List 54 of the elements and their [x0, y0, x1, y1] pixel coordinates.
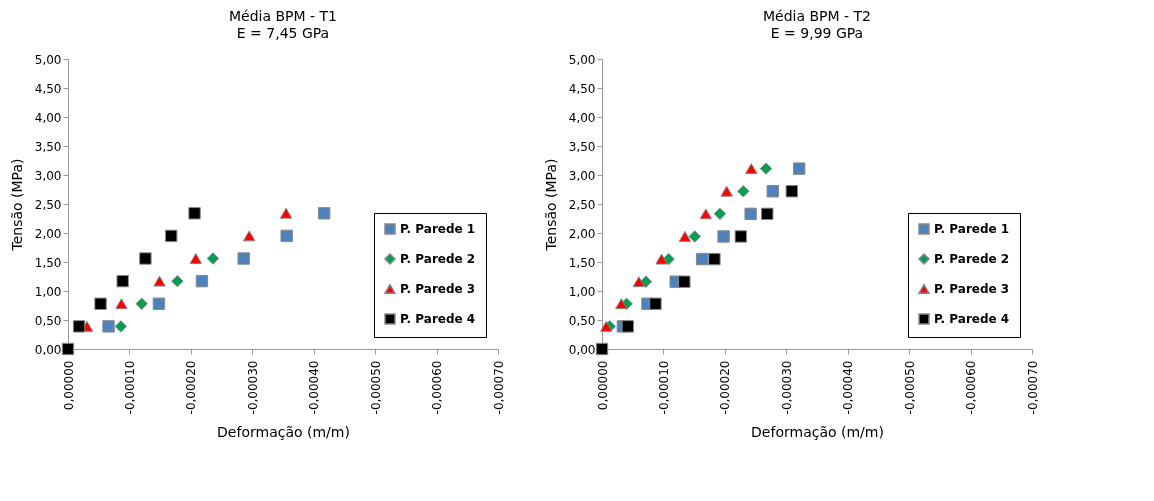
y-tick-label: 4,50	[34, 81, 62, 96]
x-tick-label: -0,00070	[1025, 360, 1040, 415]
x-axis-title: Deformação (m/m)	[217, 424, 350, 441]
y-tick-label: 2,00	[568, 226, 596, 241]
y-tick-label: 4,00	[34, 110, 62, 125]
x-tick-label: -0,00030	[779, 360, 794, 415]
legend-label: P. Parede 3	[934, 282, 1010, 296]
x-tick-label: -0,00020	[718, 360, 733, 415]
y-axis-title: Tensão (MPa)	[542, 158, 559, 252]
y-tick-label: 3,50	[34, 139, 62, 154]
y-tick-label: 0,00	[568, 342, 596, 357]
x-tick-label: -0,00040	[841, 360, 856, 415]
chart-subtitle: E = 7,45 GPa	[236, 25, 330, 41]
legend-label: P. Parede 2	[400, 252, 476, 266]
chart-subtitle: E = 9,99 GPa	[770, 25, 864, 41]
chart-title: Média BPM - T2	[762, 8, 872, 24]
x-tick-label: -0,00050	[368, 360, 383, 415]
y-tick-label: 3,00	[568, 168, 596, 183]
x-axis-title: Deformação (m/m)	[751, 424, 884, 441]
x-tick-label: 0,00000	[61, 360, 76, 411]
x-tick-label: -0,00060	[964, 360, 979, 415]
legend-label: P. Parede 4	[400, 312, 476, 326]
y-tick-label: 2,50	[34, 197, 62, 212]
y-tick-label: 4,50	[568, 81, 596, 96]
x-tick-label: -0,00020	[184, 360, 199, 415]
x-tick-label: -0,00050	[902, 360, 917, 415]
y-tick-label: 3,00	[34, 168, 62, 183]
x-tick-label: -0,00010	[656, 360, 671, 415]
y-tick-label: 5,00	[568, 52, 596, 67]
x-tick-label: -0,00010	[122, 360, 137, 415]
legend-label: P. Parede 4	[934, 312, 1010, 326]
y-tick-label: 1,50	[568, 255, 596, 270]
y-tick-label: 1,00	[34, 284, 62, 299]
y-tick-label: 1,00	[568, 284, 596, 299]
y-tick-label: 0,00	[34, 342, 62, 357]
legend-label: P. Parede 2	[934, 252, 1010, 266]
y-tick-label: 3,50	[568, 139, 596, 154]
y-tick-label: 2,50	[568, 197, 596, 212]
chart-title: Média BPM - T1	[228, 8, 338, 24]
y-tick-label: 2,00	[34, 226, 62, 241]
y-tick-label: 4,00	[568, 110, 596, 125]
y-tick-label: 1,50	[34, 255, 62, 270]
legend-label: P. Parede 3	[400, 282, 476, 296]
x-tick-label: -0,00030	[245, 360, 260, 415]
legend-label: P. Parede 1	[934, 222, 1010, 236]
x-tick-label: -0,00070	[491, 360, 506, 415]
y-tick-label: 0,50	[34, 313, 62, 328]
x-tick-label: -0,00060	[430, 360, 445, 415]
y-tick-label: 0,50	[568, 313, 596, 328]
y-axis-title: Tensão (MPa)	[8, 158, 25, 252]
x-tick-label: -0,00040	[307, 360, 322, 415]
x-tick-label: 0,00000	[595, 360, 610, 411]
legend-label: P. Parede 1	[400, 222, 476, 236]
y-tick-label: 5,00	[34, 52, 62, 67]
